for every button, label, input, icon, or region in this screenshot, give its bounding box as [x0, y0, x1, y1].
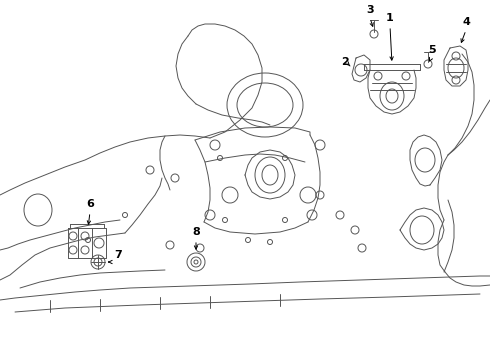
- Text: 6: 6: [86, 199, 94, 209]
- Text: 2: 2: [341, 57, 349, 67]
- Text: 8: 8: [192, 227, 200, 237]
- Text: 3: 3: [366, 5, 374, 15]
- Text: 5: 5: [428, 45, 436, 55]
- Text: 7: 7: [114, 250, 122, 260]
- Text: 4: 4: [462, 17, 470, 27]
- Text: 1: 1: [386, 13, 394, 23]
